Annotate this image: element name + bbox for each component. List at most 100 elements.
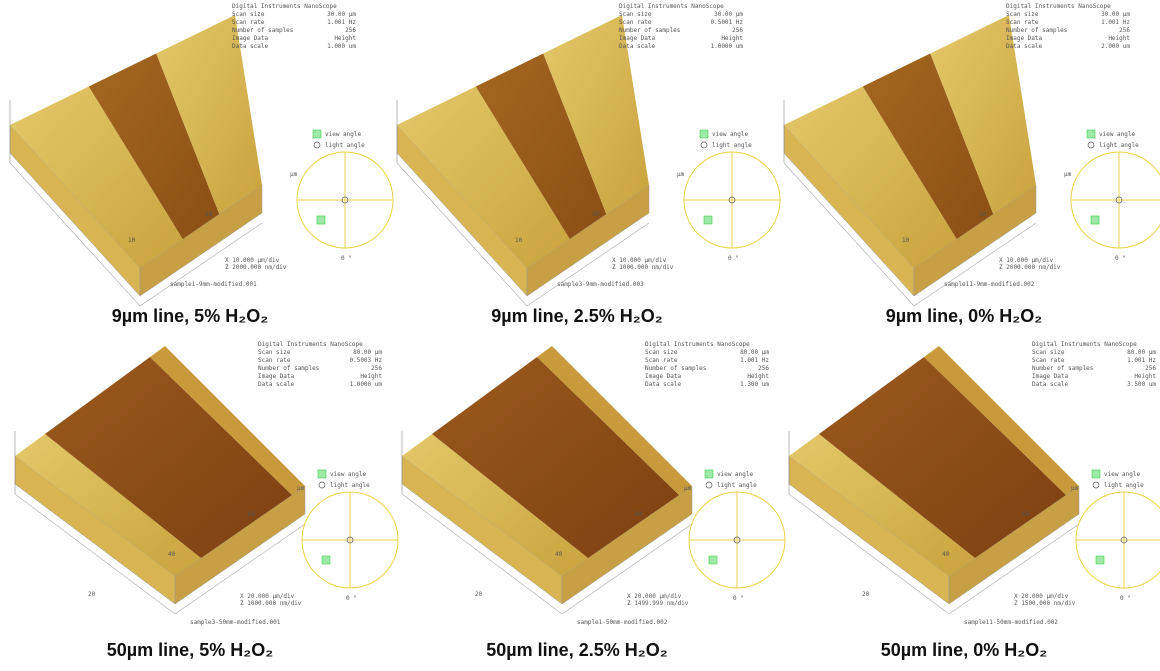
header-value: 256 xyxy=(1145,365,1156,372)
scale-label: X 10.000 µm/div xyxy=(612,257,667,264)
angle-zero-label: 0 ° xyxy=(1115,255,1126,262)
header-key: Number of samples xyxy=(1006,27,1068,34)
axis-label: µm xyxy=(1064,171,1072,178)
file-label: sample11-50mm-modified.002 xyxy=(964,619,1058,626)
header-value: 30.00 µm xyxy=(714,11,743,18)
view-icon xyxy=(704,216,712,224)
light-legend-icon xyxy=(1088,142,1094,148)
file-label: sample1-9mm-modified.001 xyxy=(170,281,257,288)
scale-label: Z 2000.000 nm/div xyxy=(225,264,287,271)
view-angle-label: view angle xyxy=(1099,131,1136,138)
axis-label: 20 xyxy=(205,211,213,218)
header-key: Image Data xyxy=(645,373,682,380)
panel-caption: 9µm line, 0% H₂O₂ xyxy=(886,306,1042,326)
panel-caption: 9µm line, 2.5% H₂O₂ xyxy=(491,306,662,326)
header-key: Image Data xyxy=(1032,373,1069,380)
view-icon xyxy=(1096,556,1104,564)
header-value: 1.001 Hz xyxy=(327,19,356,26)
view-icon xyxy=(709,556,717,564)
light-legend-icon xyxy=(706,482,712,488)
header-title: Digital Instruments NanoScope xyxy=(1006,3,1111,10)
header-key: Scan rate xyxy=(232,19,265,26)
panel-caption: 50µm line, 5% H₂O₂ xyxy=(107,640,273,660)
header-key: Data scale xyxy=(1032,381,1069,388)
header-key: Number of samples xyxy=(258,365,320,372)
header-value: Height xyxy=(334,35,356,42)
header-key: Scan size xyxy=(232,11,265,18)
scale-label: X 20.000 µm/div xyxy=(240,593,295,600)
axis-label: 40 xyxy=(168,551,176,558)
axis-label: 60 xyxy=(635,511,643,518)
header-key: Data scale xyxy=(232,43,269,50)
header-key: Data scale xyxy=(645,381,682,388)
header-key: Number of samples xyxy=(619,27,681,34)
header-key: Scan size xyxy=(619,11,652,18)
header-title: Digital Instruments NanoScope xyxy=(1032,341,1137,348)
header-value: 80.00 µm xyxy=(1127,349,1156,356)
header-value: 256 xyxy=(371,365,382,372)
header-value: 30.00 µm xyxy=(327,11,356,18)
header-key: Number of samples xyxy=(1032,365,1094,372)
view-angle-label: view angle xyxy=(325,131,362,138)
view-legend-icon xyxy=(1087,130,1095,138)
light-angle-label: light angle xyxy=(1099,142,1139,149)
axis-label: 20 xyxy=(592,211,600,218)
header-key: Scan rate xyxy=(645,357,678,364)
light-legend-icon xyxy=(314,142,320,148)
axis-label: µm xyxy=(684,485,692,492)
light-legend-icon xyxy=(1093,482,1099,488)
view-legend-icon xyxy=(705,470,713,478)
header-key: Data scale xyxy=(1006,43,1043,50)
axis-label: 40 xyxy=(555,551,563,558)
header-value: 1.300 um xyxy=(740,381,769,388)
header-value: 256 xyxy=(345,27,356,34)
angle-zero-label: 0 ° xyxy=(728,255,739,262)
axis-label: 20 xyxy=(862,591,870,598)
header-value: Height xyxy=(1134,373,1156,380)
axis-label: 10 xyxy=(515,237,523,244)
scale-label: X 20.000 µm/div xyxy=(627,593,682,600)
header-key: Data scale xyxy=(258,381,295,388)
header-value: 2.000 um xyxy=(1101,43,1130,50)
header-key: Scan rate xyxy=(258,357,291,364)
axis-label: 40 xyxy=(942,551,950,558)
light-angle-label: light angle xyxy=(330,482,370,489)
angle-zero-label: 0 ° xyxy=(341,255,352,262)
axis-label: 60 xyxy=(248,511,256,518)
header-title: Digital Instruments NanoScope xyxy=(645,341,750,348)
axis-label: 20 xyxy=(979,211,987,218)
view-angle-label: view angle xyxy=(712,131,749,138)
header-value: Height xyxy=(360,373,382,380)
header-value: 1.001 Hz xyxy=(1127,357,1156,364)
light-angle-label: light angle xyxy=(717,482,757,489)
view-icon xyxy=(322,556,330,564)
page: Digital Instruments NanoScopeScan size30… xyxy=(0,0,1160,671)
header-value: 256 xyxy=(732,27,743,34)
scale-label: Z 1000.000 nm/div xyxy=(240,600,302,607)
scale-label: Z 2000.000 nm/div xyxy=(999,264,1061,271)
header-value: 80.00 µm xyxy=(353,349,382,356)
light-angle-label: light angle xyxy=(1104,482,1144,489)
header-title: Digital Instruments NanoScope xyxy=(258,341,363,348)
header-key: Scan size xyxy=(1006,11,1039,18)
header-value: Height xyxy=(747,373,769,380)
header-value: 1.0000 um xyxy=(710,43,743,50)
afm-panel: Digital Instruments NanoScopeScan size80… xyxy=(789,341,1160,660)
header-value: 3.500 um xyxy=(1127,381,1156,388)
file-label: sample1-50mm-modified.002 xyxy=(577,619,668,626)
header-value: 1.0000 um xyxy=(349,381,382,388)
header-value: 30.00 µm xyxy=(1101,11,1130,18)
header-value: 256 xyxy=(758,365,769,372)
header-value: 0.5003 Hz xyxy=(349,357,382,364)
header-value: 256 xyxy=(1119,27,1130,34)
header-key: Number of samples xyxy=(232,27,294,34)
afm-panel: Digital Instruments NanoScopeScan size 30… xyxy=(784,3,1160,326)
view-angle-label: view angle xyxy=(330,471,367,478)
header-key: Image Data xyxy=(232,35,269,42)
axis-label: 20 xyxy=(88,591,96,598)
figure: Digital Instruments NanoScopeScan size30… xyxy=(0,0,1160,671)
header-key: Image Data xyxy=(258,373,295,380)
header-title: Digital Instruments NanoScope xyxy=(619,3,724,10)
axis-label: 10 xyxy=(128,237,136,244)
view-legend-icon xyxy=(313,130,321,138)
